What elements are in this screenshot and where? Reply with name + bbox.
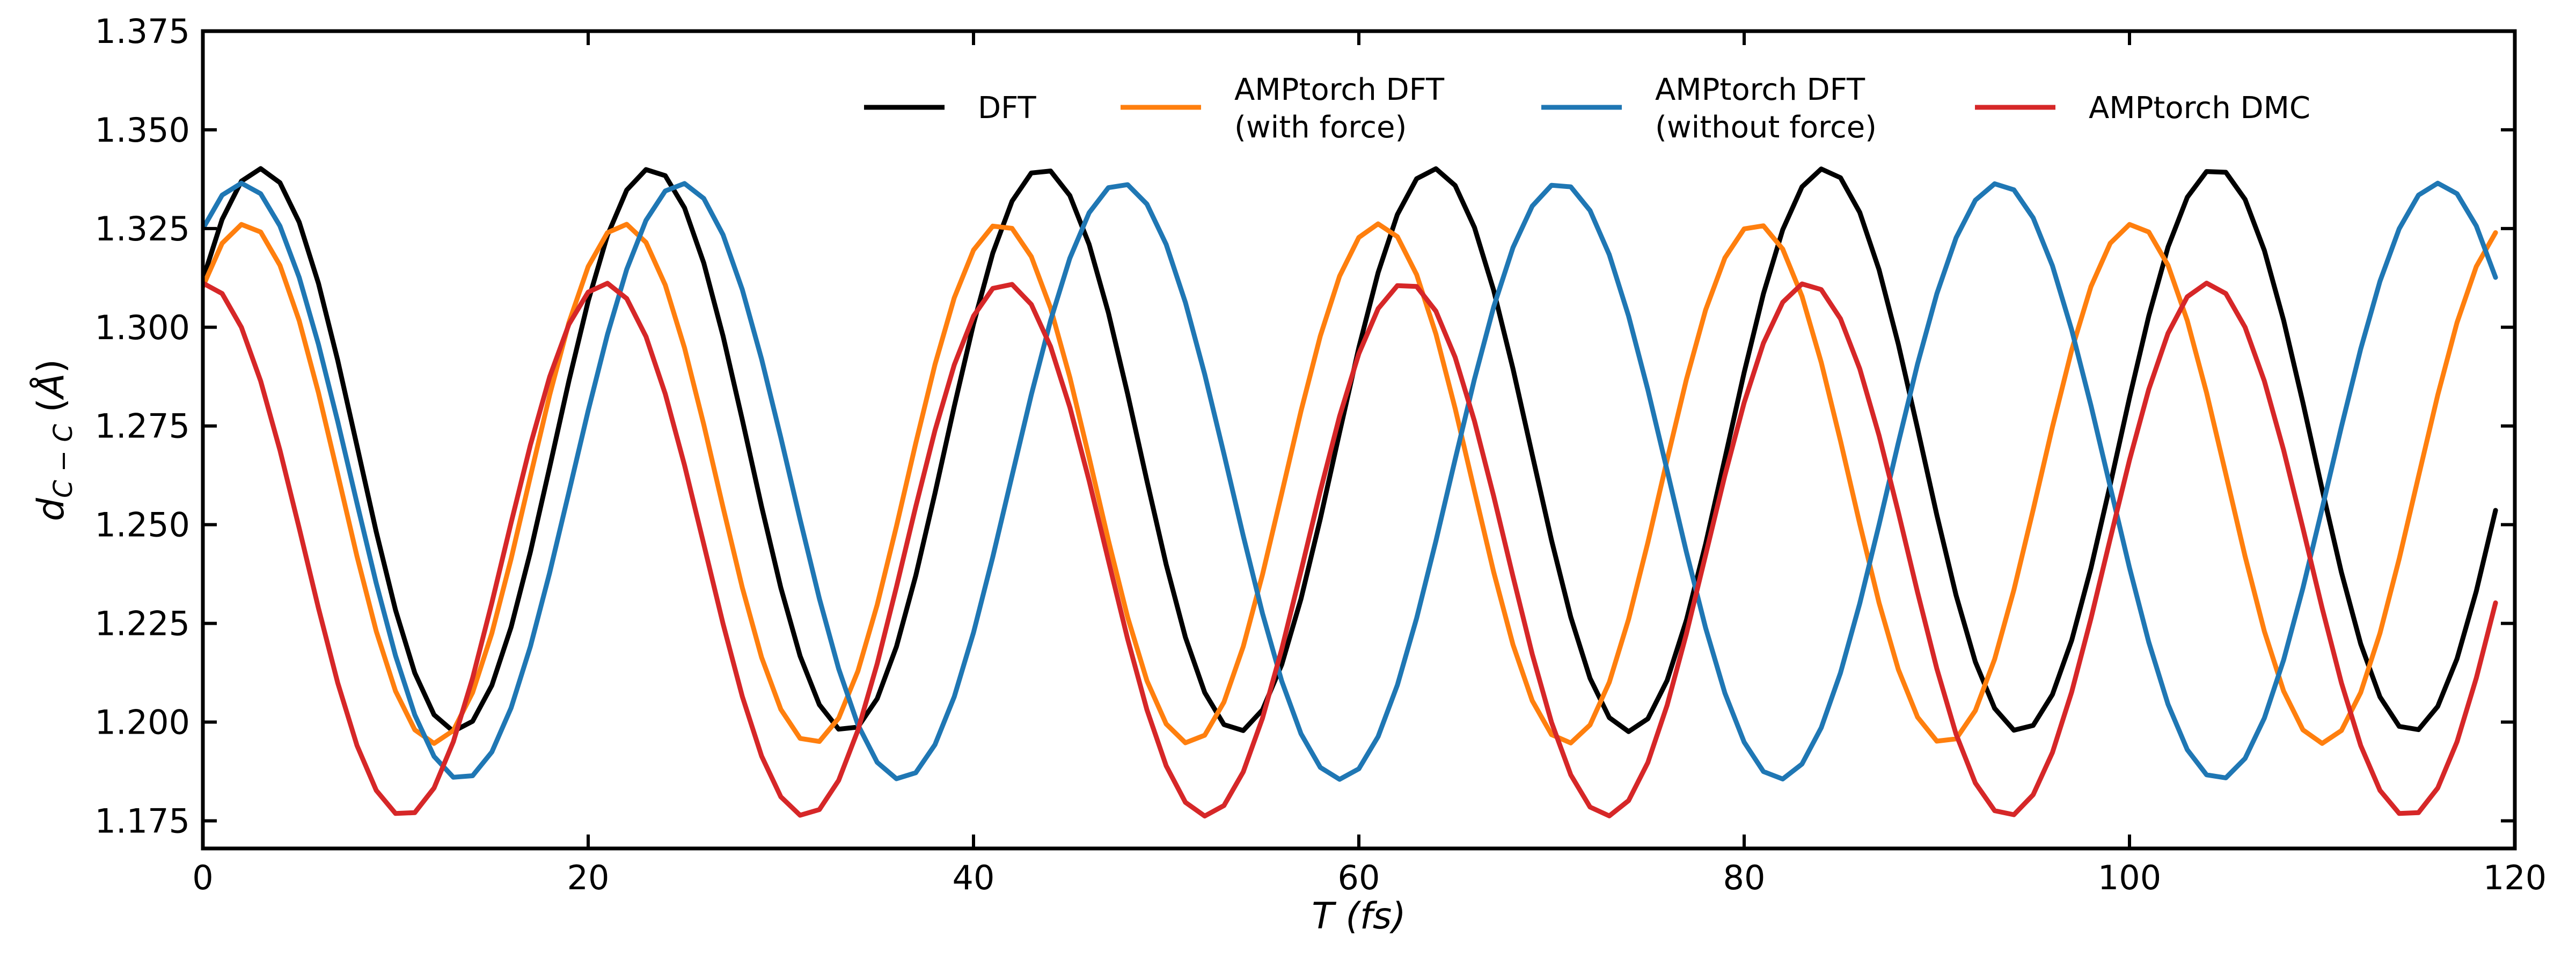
- x-tick-label: 60: [1338, 858, 1380, 897]
- x-axis: 0 20 40 60 80 100 120: [192, 31, 2546, 897]
- series-line-2: [203, 221, 2498, 746]
- y-tick-label: 1.325: [95, 209, 191, 248]
- y-axis: 1.175 1.200 1.225 1.250 1.275 1.300 1.325 1.350…: [95, 12, 2515, 840]
- x-tick-label: 100: [2098, 858, 2161, 897]
- x-tick-label: 0: [192, 858, 213, 897]
- legend-label: AMPtorch DFT (with force): [1234, 72, 1445, 145]
- series-layer: [203, 166, 2498, 819]
- y-tick-label: 1.200: [95, 703, 191, 742]
- x-tick-label: 80: [1723, 858, 1766, 897]
- legend-label: DFT: [978, 91, 1036, 126]
- x-tick-label: 120: [2483, 858, 2546, 897]
- legend-item: DFT: [864, 91, 1036, 126]
- y-tick-label: 1.300: [95, 308, 191, 347]
- y-tick-label: 1.275: [95, 407, 191, 446]
- y-tick-label: 1.375: [95, 12, 191, 51]
- series-line-3: [203, 180, 2498, 782]
- legend-item: AMPtorch DFT (with force): [1121, 72, 1445, 145]
- x-tick-label: 20: [567, 858, 610, 897]
- y-tick-label: 1.175: [95, 801, 191, 840]
- plot-frame: [201, 29, 2517, 851]
- x-axis-title: T (fs): [1312, 895, 1406, 938]
- legend-label: AMPtorch DFT (without force): [1655, 72, 1877, 145]
- y-tick-label: 1.225: [95, 604, 191, 643]
- legend-item: AMPtorch DMC: [1975, 91, 2310, 126]
- y-axis-title: dC − C (Å): [29, 359, 78, 521]
- x-tick-label: 40: [953, 858, 995, 897]
- y-tick-label: 1.250: [95, 506, 191, 545]
- series-line-4: [203, 281, 2498, 819]
- y-tick-label: 1.350: [95, 111, 191, 150]
- legend-item: AMPtorch DFT (without force): [1541, 72, 1877, 145]
- legend: DFT AMPtorch DFT (with force) AMPtorch DFT(…: [864, 72, 2310, 145]
- legend-label: AMPtorch DMC: [2089, 91, 2310, 126]
